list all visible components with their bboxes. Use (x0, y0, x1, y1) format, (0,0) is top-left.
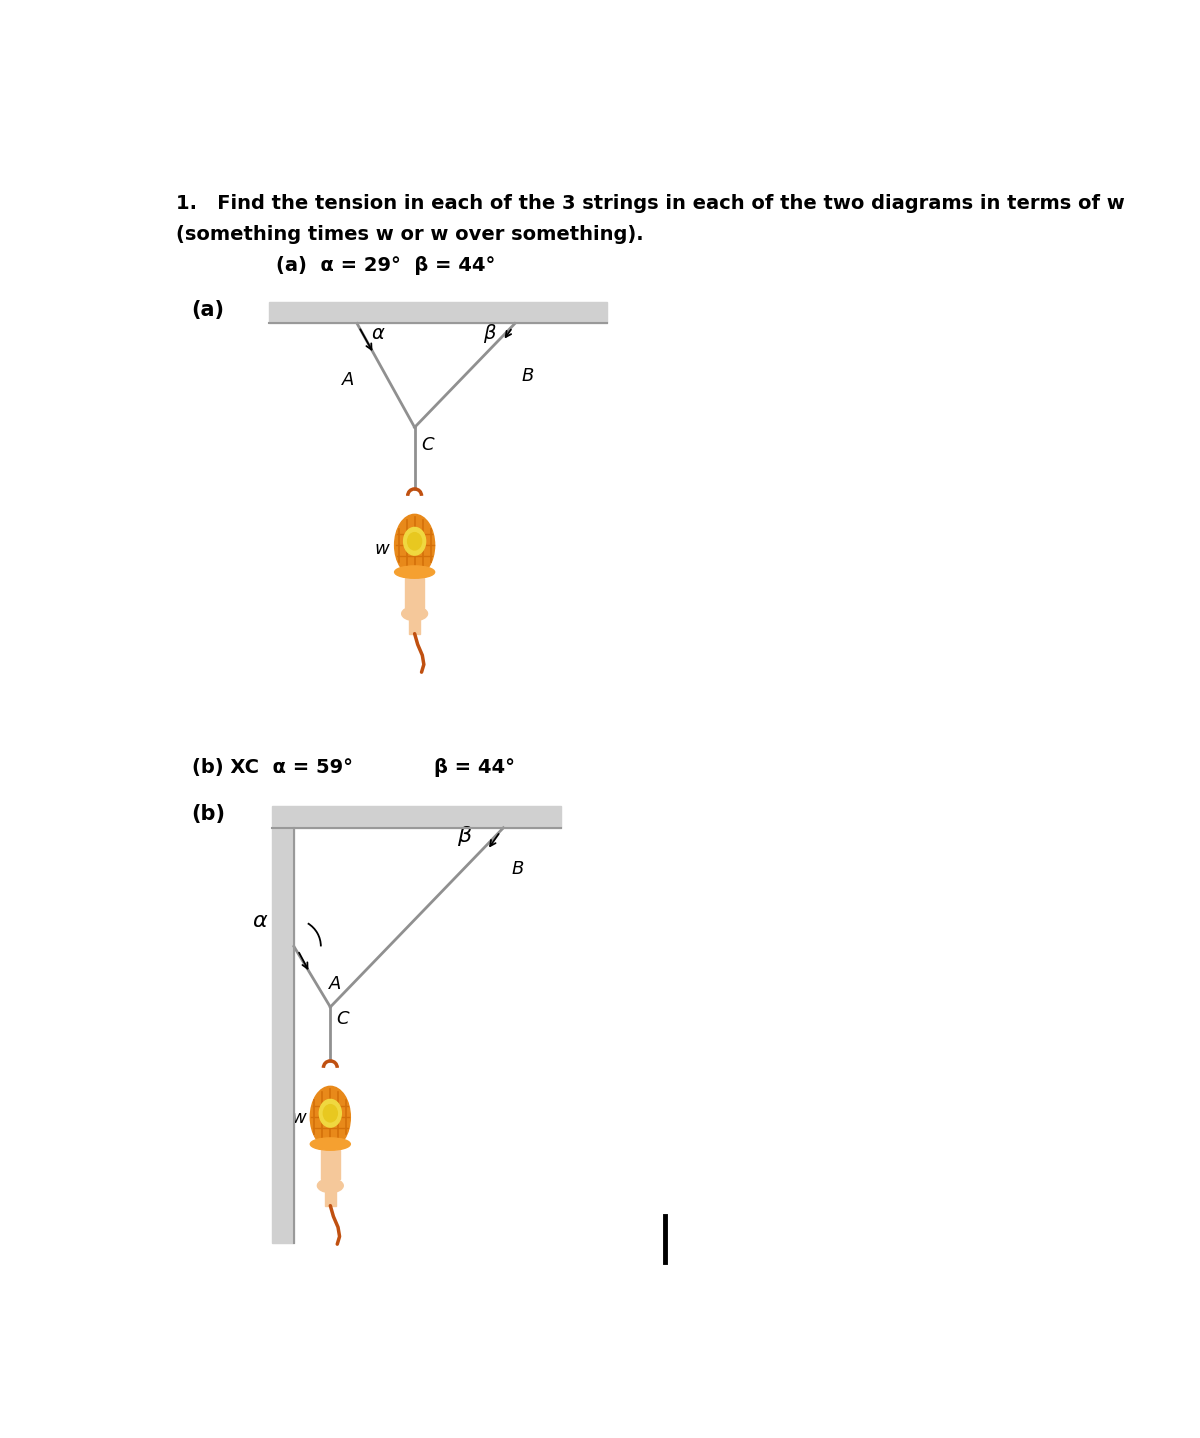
Text: C: C (336, 1009, 349, 1028)
Text: (something times w or w over something).: (something times w or w over something). (176, 224, 643, 244)
Text: B: B (511, 860, 523, 879)
Ellipse shape (311, 1086, 350, 1148)
Ellipse shape (311, 1137, 350, 1150)
Ellipse shape (408, 532, 421, 549)
Bar (269, 302, 607, 324)
Ellipse shape (323, 1104, 337, 1122)
Bar (272, 828, 294, 1242)
Text: $\beta$: $\beta$ (482, 322, 497, 345)
Text: w: w (374, 541, 389, 558)
Ellipse shape (403, 528, 426, 555)
Text: $\alpha$: $\alpha$ (371, 324, 385, 342)
Text: (a)  α = 29°  β = 44°: (a) α = 29° β = 44° (222, 256, 496, 275)
Bar (272, 807, 562, 828)
Text: 1.   Find the tension in each of the 3 strings in each of the two diagrams in te: 1. Find the tension in each of the 3 str… (176, 194, 1124, 213)
Ellipse shape (319, 1100, 341, 1127)
Bar (325, 1191, 336, 1205)
Text: A: A (342, 371, 354, 390)
Bar (406, 578, 424, 607)
Bar (322, 1150, 340, 1179)
Ellipse shape (317, 1179, 343, 1192)
Text: $\beta$: $\beta$ (457, 824, 473, 847)
Bar (409, 618, 420, 634)
Text: w: w (292, 1109, 306, 1126)
Ellipse shape (395, 567, 434, 578)
Text: $\alpha$: $\alpha$ (252, 912, 268, 932)
Text: C: C (421, 436, 433, 454)
Text: (b): (b) (192, 804, 226, 824)
Text: (a): (a) (192, 299, 224, 319)
Text: (b) XC  α = 59°            β = 44°: (b) XC α = 59° β = 44° (192, 758, 515, 777)
Text: A: A (329, 975, 341, 992)
Ellipse shape (395, 515, 434, 577)
Text: B: B (521, 367, 534, 385)
Ellipse shape (402, 607, 427, 621)
